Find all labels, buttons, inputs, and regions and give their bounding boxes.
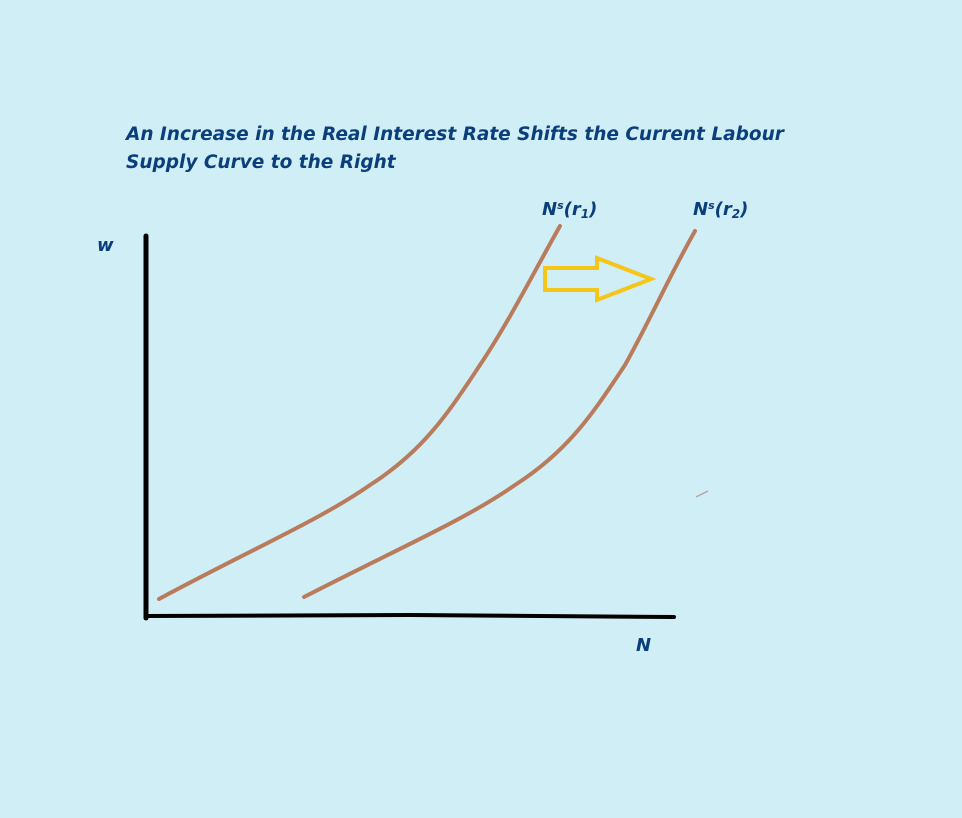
curve-label-r2-close: ) [740,199,749,220]
x-axis [144,612,676,619]
curve-label-r1-open: (r [563,199,581,220]
supply-curve-r2 [302,229,697,599]
curve-label-r2-open: (r [714,199,732,220]
title-line-1: An Increase in the Real Interest Rate Sh… [126,124,784,145]
curve-label-r2-base: N [693,199,709,220]
supply-curve-r1 [157,224,562,601]
y-axis-label: w [97,235,114,256]
stray-mark [695,490,709,498]
curve-label-r2-sup: s [708,199,715,212]
curve-label-r1-base: N [542,199,558,220]
title-line-2: Supply Curve to the Right [126,152,396,173]
curve-label-r1-close: ) [589,199,598,220]
diagram-title: An Increase in the Real Interest Rate Sh… [126,121,784,177]
curve-label-r1-sup: s [557,199,564,212]
right-arrow-icon [543,255,657,303]
curve-label-r2-sub: 2 [731,207,741,221]
curve-label-r2: Ns(r2) [693,200,748,220]
curve-label-r1: Ns(r1) [542,200,597,220]
curve-label-r1-sub: 1 [580,207,590,221]
x-axis-label: N [636,635,652,656]
